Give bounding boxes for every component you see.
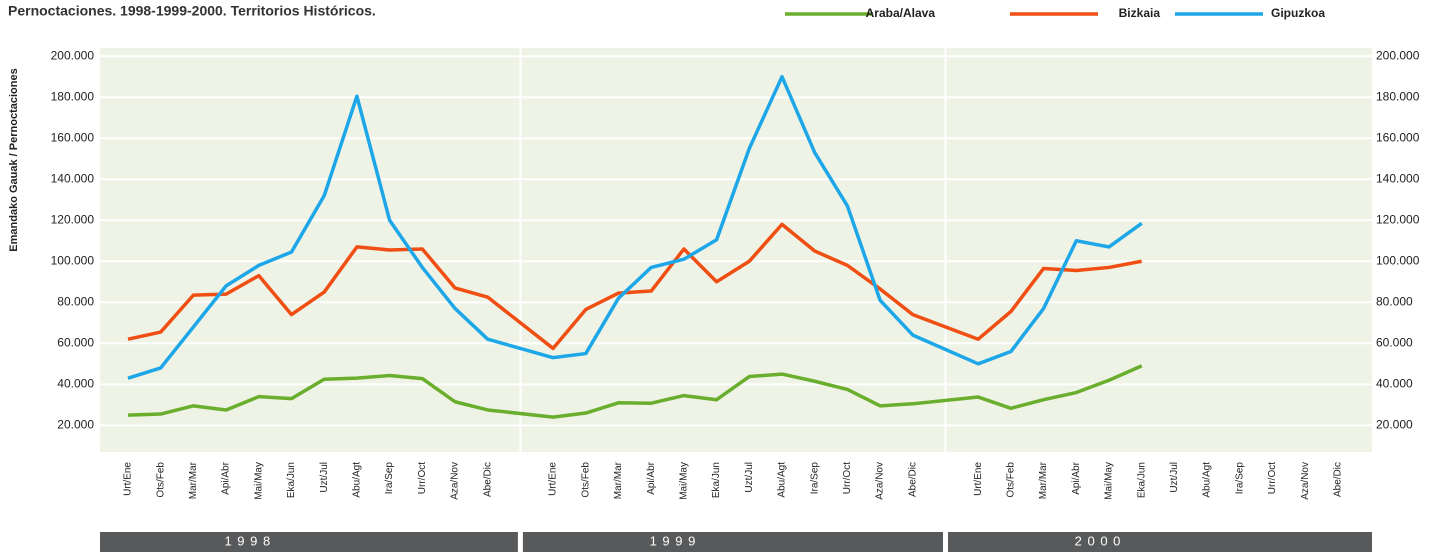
series-line — [127, 74, 1143, 380]
x-tick-label: Urt/Ene — [123, 462, 134, 496]
y-tick-label: 180.000 — [51, 89, 95, 103]
x-tick-label: Abe/Dic — [907, 462, 918, 497]
x-tick-label: Mai/May — [1104, 462, 1115, 500]
x-tick-label: Mar/Mar — [1038, 461, 1049, 499]
y-tick-label: 200.000 — [51, 48, 95, 62]
x-tick-label: Eka/Jun — [711, 462, 722, 498]
y2-tick-label: 80.000 — [1376, 294, 1413, 308]
x-tick-label: Uzt/Jul — [1169, 462, 1180, 493]
x-tick-label: Mai/May — [679, 462, 690, 500]
x-tick-label: Eka/Jun — [1136, 462, 1147, 498]
y2-tick-label: 140.000 — [1376, 171, 1420, 185]
y-tick-label: 40.000 — [57, 376, 94, 390]
x-tick-label: Abu/Agt — [352, 462, 363, 498]
x-tick-label: Ira/Sep — [809, 462, 820, 495]
legend-label: Gipuzkoa — [1271, 6, 1325, 20]
x-tick-label: Uzt/Jul — [744, 462, 755, 493]
x-tick-label: Ira/Sep — [384, 462, 395, 495]
x-tick-label: Api/Abr — [646, 461, 657, 494]
y2-tick-label: 120.000 — [1376, 212, 1420, 226]
y-tick-label: 60.000 — [57, 335, 94, 349]
x-tick-label: Urt/Ene — [973, 462, 984, 496]
y2-tick-label: 180.000 — [1376, 89, 1420, 103]
x-tick-label: Mai/May — [253, 462, 264, 500]
x-tick-label: Mar/Mar — [613, 461, 624, 499]
series-line — [127, 364, 1143, 419]
year-band — [100, 532, 518, 552]
y-tick-label: 160.000 — [51, 130, 95, 144]
x-tick-label: Aza/Nov — [450, 462, 461, 500]
y-axis-label: Emandako Gauak / Pernoctaciones — [8, 68, 20, 251]
series-line — [127, 222, 1143, 351]
chart-title: Pernoctaciones. 1998-1999-2000. Territor… — [8, 3, 376, 19]
x-tick-label: Api/Abr — [1071, 461, 1082, 494]
legend-label: Bizkaia — [1119, 6, 1161, 20]
y2-tick-label: 160.000 — [1376, 130, 1420, 144]
y-tick-label: 20.000 — [57, 418, 94, 432]
x-tick-label: Ots/Feb — [1006, 462, 1017, 498]
x-tick-label: Abu/Agt — [777, 462, 788, 498]
x-tick-label: Urr/Oct — [417, 462, 428, 494]
x-tick-label: Api/Abr — [221, 461, 232, 494]
year-label: 1 9 9 8 — [224, 533, 271, 548]
y2-tick-label: 40.000 — [1376, 376, 1413, 390]
y-tick-label: 140.000 — [51, 171, 95, 185]
year-band — [522, 532, 943, 552]
x-tick-label: Mar/Mar — [188, 461, 199, 499]
y2-tick-label: 200.000 — [1376, 48, 1420, 62]
year-label: 1 9 9 9 — [650, 533, 697, 548]
x-tick-label: Aza/Nov — [1300, 462, 1311, 500]
x-tick-label: Eka/Jun — [286, 462, 297, 498]
x-tick-label: Ots/Feb — [580, 462, 591, 498]
x-tick-label: Uzt/Jul — [319, 462, 330, 493]
y2-tick-label: 20.000 — [1376, 418, 1413, 432]
x-tick-label: Ira/Sep — [1234, 462, 1245, 495]
x-tick-label: Urr/Oct — [1267, 462, 1278, 494]
x-tick-label: Aza/Nov — [875, 462, 886, 500]
y-tick-label: 100.000 — [51, 253, 95, 267]
y-tick-label: 80.000 — [57, 294, 94, 308]
y-tick-label: 120.000 — [51, 212, 95, 226]
x-tick-label: Abu/Agt — [1202, 462, 1213, 498]
year-band — [948, 532, 1372, 552]
x-tick-label: Abe/Dic — [1333, 462, 1344, 497]
x-tick-label: Ots/Feb — [155, 462, 166, 498]
x-tick-label: Urr/Oct — [842, 462, 853, 494]
y2-tick-label: 100.000 — [1376, 253, 1420, 267]
x-tick-label: Urt/Ene — [548, 462, 559, 496]
legend-label: Araba/Alava — [866, 6, 936, 20]
year-label: 2 0 0 0 — [1075, 533, 1122, 548]
x-tick-label: Abe/Dic — [482, 462, 493, 497]
y2-tick-label: 60.000 — [1376, 335, 1413, 349]
